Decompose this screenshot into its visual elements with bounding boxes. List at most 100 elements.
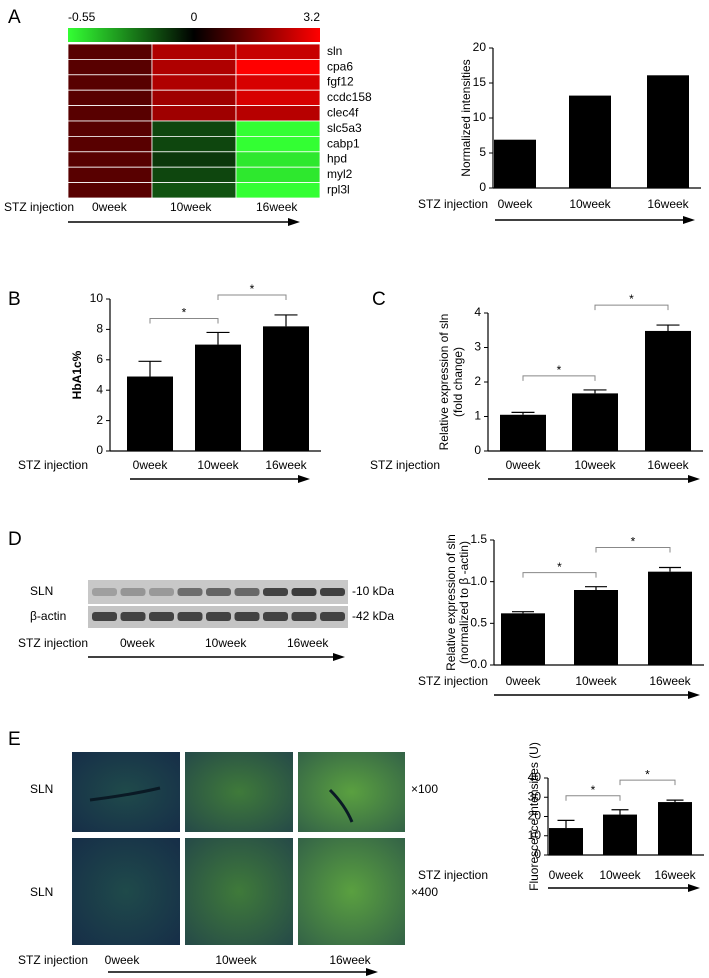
y-axis-label: Relative expression of sln — [444, 534, 458, 671]
significance-bracket — [595, 547, 671, 553]
x-axis-label: STZ injection — [418, 868, 488, 882]
significance-bracket — [565, 795, 621, 801]
blot-bands — [92, 588, 345, 621]
x-tick-label: 10week — [205, 636, 247, 650]
x-tick-label: 10week — [170, 200, 212, 214]
bar — [127, 376, 173, 451]
bar — [647, 75, 689, 188]
colorbar-tick-label: -0.55 — [68, 10, 96, 24]
bar — [500, 414, 546, 451]
error-bar — [585, 586, 607, 590]
arrow-head — [688, 691, 700, 699]
gene-label: hpd — [327, 152, 347, 166]
gene-label: fgf12 — [327, 75, 354, 89]
x-tick-label: 10week — [569, 197, 611, 211]
blot-band — [320, 612, 345, 621]
heatmap-cell — [67, 43, 153, 60]
blot-band — [234, 588, 260, 596]
error-bar — [611, 809, 629, 815]
gene-label: myl2 — [327, 167, 353, 181]
blot-band — [120, 612, 146, 621]
heatmap-cell — [151, 105, 237, 122]
heatmap-cell — [151, 151, 237, 168]
blot-row-label: β-actin — [30, 609, 66, 623]
y-axis-label: (fold change) — [451, 347, 465, 417]
x-tick-label: 10week — [574, 458, 616, 472]
blot-size-label: -10 kDa — [352, 584, 394, 598]
significance-bracket — [149, 317, 219, 324]
x-tick-label: 0week — [92, 200, 128, 214]
significance-label: * — [631, 535, 636, 549]
y-axis-label: Relative expression of sln — [437, 314, 451, 451]
heatmap-cell — [67, 120, 153, 137]
y-tick-label: 0 — [479, 180, 486, 194]
x-tick-label: 16week — [265, 458, 307, 472]
y-tick-label: 6 — [96, 352, 103, 366]
error-bar — [583, 389, 607, 394]
significance-label: * — [645, 767, 650, 781]
x-axis-label: STZ injection — [18, 458, 88, 472]
panel-label: A — [8, 7, 21, 28]
significance-label: * — [629, 292, 634, 306]
y-tick-label: 10 — [528, 828, 542, 842]
arrow-head — [688, 475, 700, 483]
significance-label: * — [182, 306, 187, 320]
heatmap-cell — [235, 89, 321, 106]
error-bar — [511, 411, 535, 415]
gene-label: sln — [327, 44, 342, 58]
heatmap-cell — [151, 182, 237, 199]
heatmap-cell — [151, 74, 237, 91]
significance-label: * — [557, 560, 562, 574]
arrow-head — [333, 653, 345, 661]
significance-bracket — [594, 304, 669, 311]
significance-bracket — [522, 375, 596, 381]
heatmap-cell — [235, 151, 321, 168]
x-axis-label: STZ injection — [418, 674, 488, 688]
micrograph — [185, 838, 293, 945]
x-tick-label: 0week — [498, 197, 534, 211]
heatmap-cell — [67, 151, 153, 168]
significance-bracket — [522, 572, 597, 578]
heatmap-cell — [235, 43, 321, 60]
blot-band — [291, 612, 317, 621]
x-tick-label: 0week — [120, 636, 156, 650]
blot-band — [291, 588, 317, 596]
x-axis-label: STZ injection — [370, 458, 440, 472]
x-axis-label: STZ injection — [18, 953, 88, 967]
panel-label: B — [8, 289, 21, 310]
blot-band — [263, 588, 288, 596]
bar — [648, 571, 692, 665]
blot-band — [92, 612, 117, 621]
blot-row-label: SLN — [30, 584, 53, 598]
y-axis-label: HbA1c% — [70, 350, 84, 399]
tissue-feature — [89, 786, 354, 823]
blot-band — [177, 588, 203, 596]
error-bar — [557, 819, 575, 829]
heatmap-cell — [67, 59, 153, 76]
bar — [494, 139, 536, 188]
x-tick-label: 0week — [506, 674, 542, 688]
heatmap-cell — [67, 166, 153, 183]
micrograph — [298, 838, 405, 945]
bar — [645, 330, 691, 451]
bar — [195, 344, 241, 451]
blot-band — [206, 588, 231, 596]
y-tick-label: 2 — [474, 374, 481, 388]
error-bar — [206, 331, 230, 345]
y-tick-label: 0.0 — [470, 657, 487, 671]
significance-label: * — [591, 783, 596, 797]
y-tick-label: 30 — [528, 789, 542, 803]
colorbar-tick-label: 3.2 — [303, 10, 320, 24]
heatmap-cell — [67, 135, 153, 153]
y-tick-label: 10 — [90, 291, 104, 305]
micrograph-row-label: SLN — [30, 885, 53, 899]
y-tick-label: 4 — [474, 305, 481, 319]
y-axis-label: (normalized to β -actin) — [457, 541, 471, 664]
arrow-head — [298, 475, 310, 483]
y-axis-label: Fluorescence intensities (U) — [527, 742, 541, 891]
x-tick-label: 16week — [256, 200, 298, 214]
y-tick-label: 40 — [528, 770, 542, 784]
gene-label: cabp1 — [327, 136, 360, 150]
x-tick-label: 0week — [506, 458, 542, 472]
